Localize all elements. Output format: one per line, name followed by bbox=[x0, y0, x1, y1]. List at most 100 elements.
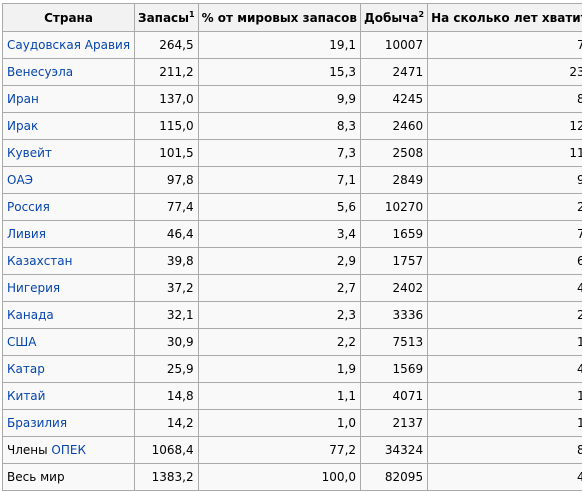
reserves-cell: 101,5 bbox=[134, 139, 199, 167]
table-row: Канада 32,12,3333626 bbox=[1, 301, 582, 329]
years-cell: 234 bbox=[427, 58, 582, 86]
reserves-cell: 115,0 bbox=[134, 112, 199, 140]
reserves-cell: 46,4 bbox=[134, 220, 199, 248]
reserves-cell: 37,2 bbox=[134, 274, 199, 302]
world-production: 82095 bbox=[360, 463, 429, 491]
country-link[interactable]: Казахстан bbox=[7, 254, 73, 268]
header-production: Добыча2 bbox=[360, 3, 429, 32]
footnote-ref-1[interactable]: 1 bbox=[189, 9, 195, 19]
years-cell: 11 bbox=[427, 328, 582, 356]
years-cell: 26 bbox=[427, 301, 582, 329]
header-years: На сколько лет хватит3 bbox=[427, 3, 582, 32]
opec-prefix: Члены bbox=[7, 443, 52, 457]
reserves-cell: 97,8 bbox=[134, 166, 199, 194]
country-cell: Бразилия bbox=[1, 409, 136, 437]
reserves-cell: 14,2 bbox=[134, 409, 199, 437]
country-cell: Катар bbox=[1, 355, 136, 383]
country-link[interactable]: Венесуэла bbox=[7, 65, 74, 79]
production-cell: 1757 bbox=[360, 247, 429, 275]
opec-production: 34324 bbox=[360, 436, 429, 464]
country-cell: ОАЭ bbox=[1, 166, 136, 194]
country-link[interactable]: Ливия bbox=[7, 227, 46, 241]
table-row: Китай 14,81,1407110 bbox=[1, 382, 582, 410]
opec-link[interactable]: ОПЕК bbox=[51, 443, 86, 457]
production-cell: 7513 bbox=[360, 328, 429, 356]
world-years: 46 bbox=[427, 463, 582, 491]
opec-row: Члены ОПЕК 1068,4 77,2 34324 85 bbox=[1, 436, 582, 464]
years-cell: 18 bbox=[427, 409, 582, 437]
share-cell: 2,9 bbox=[197, 247, 362, 275]
production-cell: 10270 bbox=[360, 193, 429, 221]
years-cell: 42 bbox=[427, 274, 582, 302]
country-cell: Китай bbox=[1, 382, 136, 410]
reserves-cell: 32,1 bbox=[134, 301, 199, 329]
country-link[interactable]: Ирак bbox=[7, 119, 39, 133]
share-cell: 19,1 bbox=[197, 31, 362, 59]
production-cell: 1659 bbox=[360, 220, 429, 248]
country-link[interactable]: Иран bbox=[7, 92, 39, 106]
share-cell: 7,1 bbox=[197, 166, 362, 194]
table-body: Саудовская Аравия264,519,11000772Венесуэ… bbox=[1, 31, 582, 437]
country-cell: Кувейт bbox=[1, 139, 136, 167]
country-link[interactable]: Китай bbox=[7, 389, 46, 403]
years-cell: 62 bbox=[427, 247, 582, 275]
country-link[interactable]: Саудовская Аравия bbox=[7, 38, 131, 52]
country-cell: Ирак bbox=[1, 112, 136, 140]
country-link[interactable]: Бразилия bbox=[7, 416, 68, 430]
table-row: Венесуэла 211,215,32471234 bbox=[1, 58, 582, 86]
country-link[interactable]: Кувейт bbox=[7, 146, 52, 160]
country-cell: Канада bbox=[1, 301, 136, 329]
country-cell: Ливия bbox=[1, 220, 136, 248]
country-link[interactable]: Канада bbox=[7, 308, 54, 322]
reserves-cell: 25,9 bbox=[134, 355, 199, 383]
reserves-cell: 30,9 bbox=[134, 328, 199, 356]
header-country: Страна bbox=[1, 3, 136, 32]
country-link[interactable]: Нигерия bbox=[7, 281, 61, 295]
share-cell: 2,3 bbox=[197, 301, 362, 329]
country-cell: Нигерия bbox=[1, 274, 136, 302]
production-cell: 2508 bbox=[360, 139, 429, 167]
world-reserves: 1383,2 bbox=[134, 463, 199, 491]
reserves-cell: 77,4 bbox=[134, 193, 199, 221]
table-row: Катар 25,91,9156945 bbox=[1, 355, 582, 383]
production-cell: 4245 bbox=[360, 85, 429, 113]
country-cell: Венесуэла bbox=[1, 58, 136, 86]
country-link[interactable]: ОАЭ bbox=[7, 173, 34, 187]
country-link[interactable]: Россия bbox=[7, 200, 50, 214]
table-row: Россия 77,45,61027021 bbox=[1, 193, 582, 221]
footnote-ref-2[interactable]: 2 bbox=[418, 9, 425, 19]
production-cell: 10007 bbox=[360, 31, 429, 59]
table-row: Бразилия 14,21,0213718 bbox=[1, 409, 582, 437]
share-cell: 1,1 bbox=[197, 382, 362, 410]
years-cell: 45 bbox=[427, 355, 582, 383]
share-cell: 7,3 bbox=[197, 139, 362, 167]
table-row: Нигерия 37,22,7240242 bbox=[1, 274, 582, 302]
years-cell: 128 bbox=[427, 112, 582, 140]
country-link[interactable]: Катар bbox=[7, 362, 45, 376]
years-cell: 72 bbox=[427, 31, 582, 59]
table-row: Ливия 46,43,4165977 bbox=[1, 220, 582, 248]
share-cell: 2,7 bbox=[197, 274, 362, 302]
country-cell: Россия bbox=[1, 193, 136, 221]
header-share: % от мировых запасов bbox=[197, 3, 362, 32]
oil-reserves-table: Страна Запасы1 % от мировых запасов Добы… bbox=[1, 3, 582, 491]
production-cell: 2402 bbox=[360, 274, 429, 302]
country-cell: США bbox=[1, 328, 136, 356]
share-cell: 5,6 bbox=[197, 193, 362, 221]
production-cell: 2460 bbox=[360, 112, 429, 140]
reserves-cell: 39,8 bbox=[134, 247, 199, 275]
production-cell: 2471 bbox=[360, 58, 429, 86]
years-cell: 10 bbox=[427, 382, 582, 410]
production-cell: 4071 bbox=[360, 382, 429, 410]
reserves-cell: 264,5 bbox=[134, 31, 199, 59]
table-row: США 30,92,2751311 bbox=[1, 328, 582, 356]
share-cell: 1,9 bbox=[197, 355, 362, 383]
country-link[interactable]: США bbox=[7, 335, 37, 349]
table-row: Иран 137,09,9424588 bbox=[1, 85, 582, 113]
country-cell: Казахстан bbox=[1, 247, 136, 275]
header-row: Страна Запасы1 % от мировых запасов Добы… bbox=[1, 3, 582, 32]
share-cell: 15,3 bbox=[197, 58, 362, 86]
world-row: Весь мир 1383,2 100,0 82095 46 bbox=[1, 463, 582, 491]
opec-share: 77,2 bbox=[197, 436, 362, 464]
